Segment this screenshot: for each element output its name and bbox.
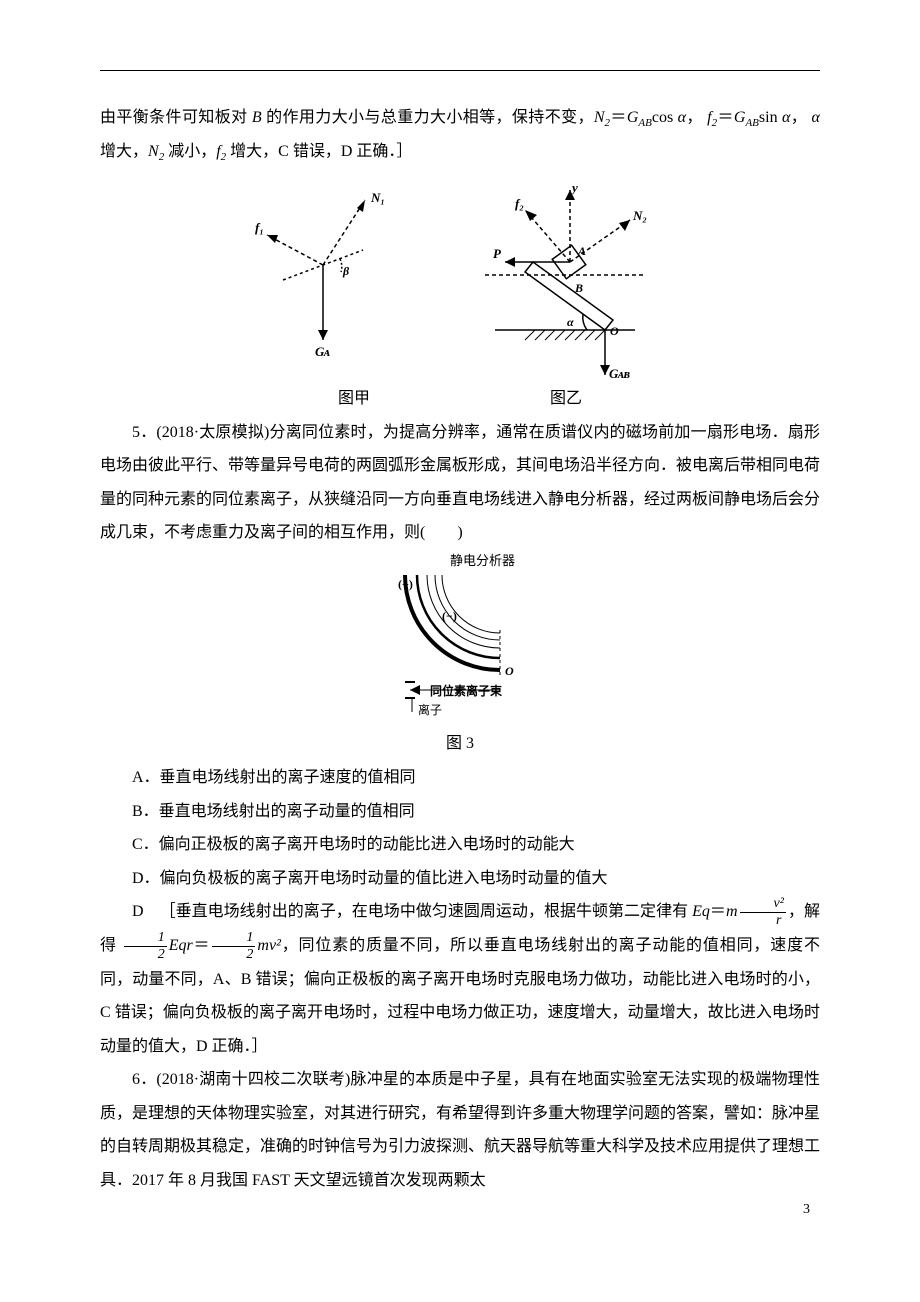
var-B: B	[252, 109, 262, 126]
var: GAB	[627, 109, 652, 126]
label-O: O	[610, 324, 619, 338]
label-ion: 离子	[418, 702, 442, 717]
q5-answer: D［垂直电场线射出的离子，在电场中做匀速圆周运动，根据牛顿第二定律有 Eq＝mv…	[100, 895, 820, 1063]
label-beam: 同位素离子束	[430, 683, 503, 698]
cap-jia: 图甲	[338, 384, 370, 408]
mv2: mv²	[257, 937, 280, 954]
txt: ［垂直电场线射出的离子，在电场中做匀速圆周运动，根据牛顿第二定律有	[160, 903, 693, 920]
label-GAB: Gᴀʙ	[609, 366, 630, 380]
txt: ，	[686, 109, 707, 126]
q5-choices: A．垂直电场线射出的离子速度的值相同 B．垂直电场线射出的离子动量的值相同 C．…	[100, 761, 820, 895]
frac-half-2: 12	[212, 931, 255, 962]
txt: ，同位素的质量不同，所以垂直电场线射出的离子动能的值相同，速度不同，动量不同，A…	[100, 937, 820, 1055]
var: α	[812, 109, 820, 126]
q5-choice-C: C．偏向正极板的离子离开电场时的动能比进入电场时的动能大	[100, 828, 820, 862]
eq-sign2: ＝	[193, 937, 211, 954]
label-y: y	[570, 180, 578, 195]
top-rule	[100, 70, 820, 71]
label-plus: (+)	[398, 577, 413, 591]
label-analyzer: 静电分析器	[450, 553, 515, 568]
frac-v2r: v²r	[740, 897, 786, 928]
eq: ＝	[610, 109, 627, 126]
figure-yi: y N₂ f₂ P A B O α Gᴀʙ	[475, 180, 675, 380]
eq: ＝	[717, 109, 734, 126]
txt: 增大，	[100, 143, 148, 160]
q5-choice-B: B．垂直电场线射出的离子动量的值相同	[100, 795, 820, 829]
label-beta: β	[342, 264, 350, 278]
eqr: Eqr	[169, 937, 193, 954]
answer-prev-continuation: 由平衡条件可知板对 B 的作用力大小与总重力大小相等，保持不变，N2＝GABco…	[100, 101, 820, 170]
q5-choice-D: D．偏向负极板的离子离开电场时动量的值比进入电场时动量的值大	[100, 862, 820, 896]
var: f2	[707, 109, 717, 126]
q6-stem: 6．(2018·湖南十四校二次联考)脉冲星的本质是中子星，具有在地面实验室无法实…	[100, 1063, 820, 1197]
label-N2: N₂	[632, 208, 647, 223]
label-GA: Gᴀ	[315, 344, 330, 359]
q5-stem: 5．(2018·太原模拟)分离同位素时，为提高分辨率，通常在质谱仪内的磁场前加一…	[100, 416, 820, 550]
txt: 由平衡条件可知板对	[100, 109, 252, 126]
figure-row-1: N₁ f₁ Gᴀ β	[100, 180, 820, 380]
txt: 的作用力大小与总重力大小相等，保持不变，	[262, 109, 594, 126]
var: GAB	[734, 109, 759, 126]
q5-choice-A: A．垂直电场线射出的离子速度的值相同	[100, 761, 820, 795]
label-O3: O	[505, 664, 514, 678]
page-number: 3	[803, 1202, 810, 1218]
page: 由平衡条件可知板对 B 的作用力大小与总重力大小相等，保持不变，N2＝GABco…	[0, 0, 920, 1248]
answer-letter: D	[132, 903, 144, 920]
figure-caption-row: 图甲 图乙	[100, 384, 820, 408]
label-B: B	[574, 281, 583, 295]
txt: ，	[790, 109, 811, 126]
label-minus: (−)	[442, 609, 457, 623]
txt: 增大，C 错误，D 正确．］	[226, 143, 412, 160]
frac-half-1: 12	[124, 931, 167, 962]
label-A: A	[577, 244, 586, 258]
var-m: m	[726, 903, 738, 920]
label-alpha: α	[567, 315, 574, 329]
var: N2	[594, 109, 610, 126]
label-f1: f₁	[255, 220, 264, 235]
txt: 减小，	[164, 143, 216, 160]
figure-3: 静电分析器 (+) (−) O 同位素离子束 离子	[350, 550, 570, 720]
fig3-caption: 图 3	[100, 729, 820, 753]
label-N1: N₁	[370, 190, 385, 205]
label-P: P	[493, 246, 502, 261]
figure-3-wrap: 静电分析器 (+) (−) O 同位素离子束 离子 图 3	[100, 550, 820, 753]
eq: Eq	[692, 903, 710, 920]
figure-jia: N₁ f₁ Gᴀ β	[245, 180, 405, 360]
txt: sin	[759, 109, 782, 126]
var: α	[678, 109, 686, 126]
txt: cos	[652, 109, 678, 126]
var: N2	[148, 143, 164, 160]
cap-yi: 图乙	[550, 384, 582, 408]
eq-sign: ＝	[710, 903, 726, 920]
var: f2	[216, 143, 226, 160]
label-f2: f₂	[515, 196, 524, 211]
